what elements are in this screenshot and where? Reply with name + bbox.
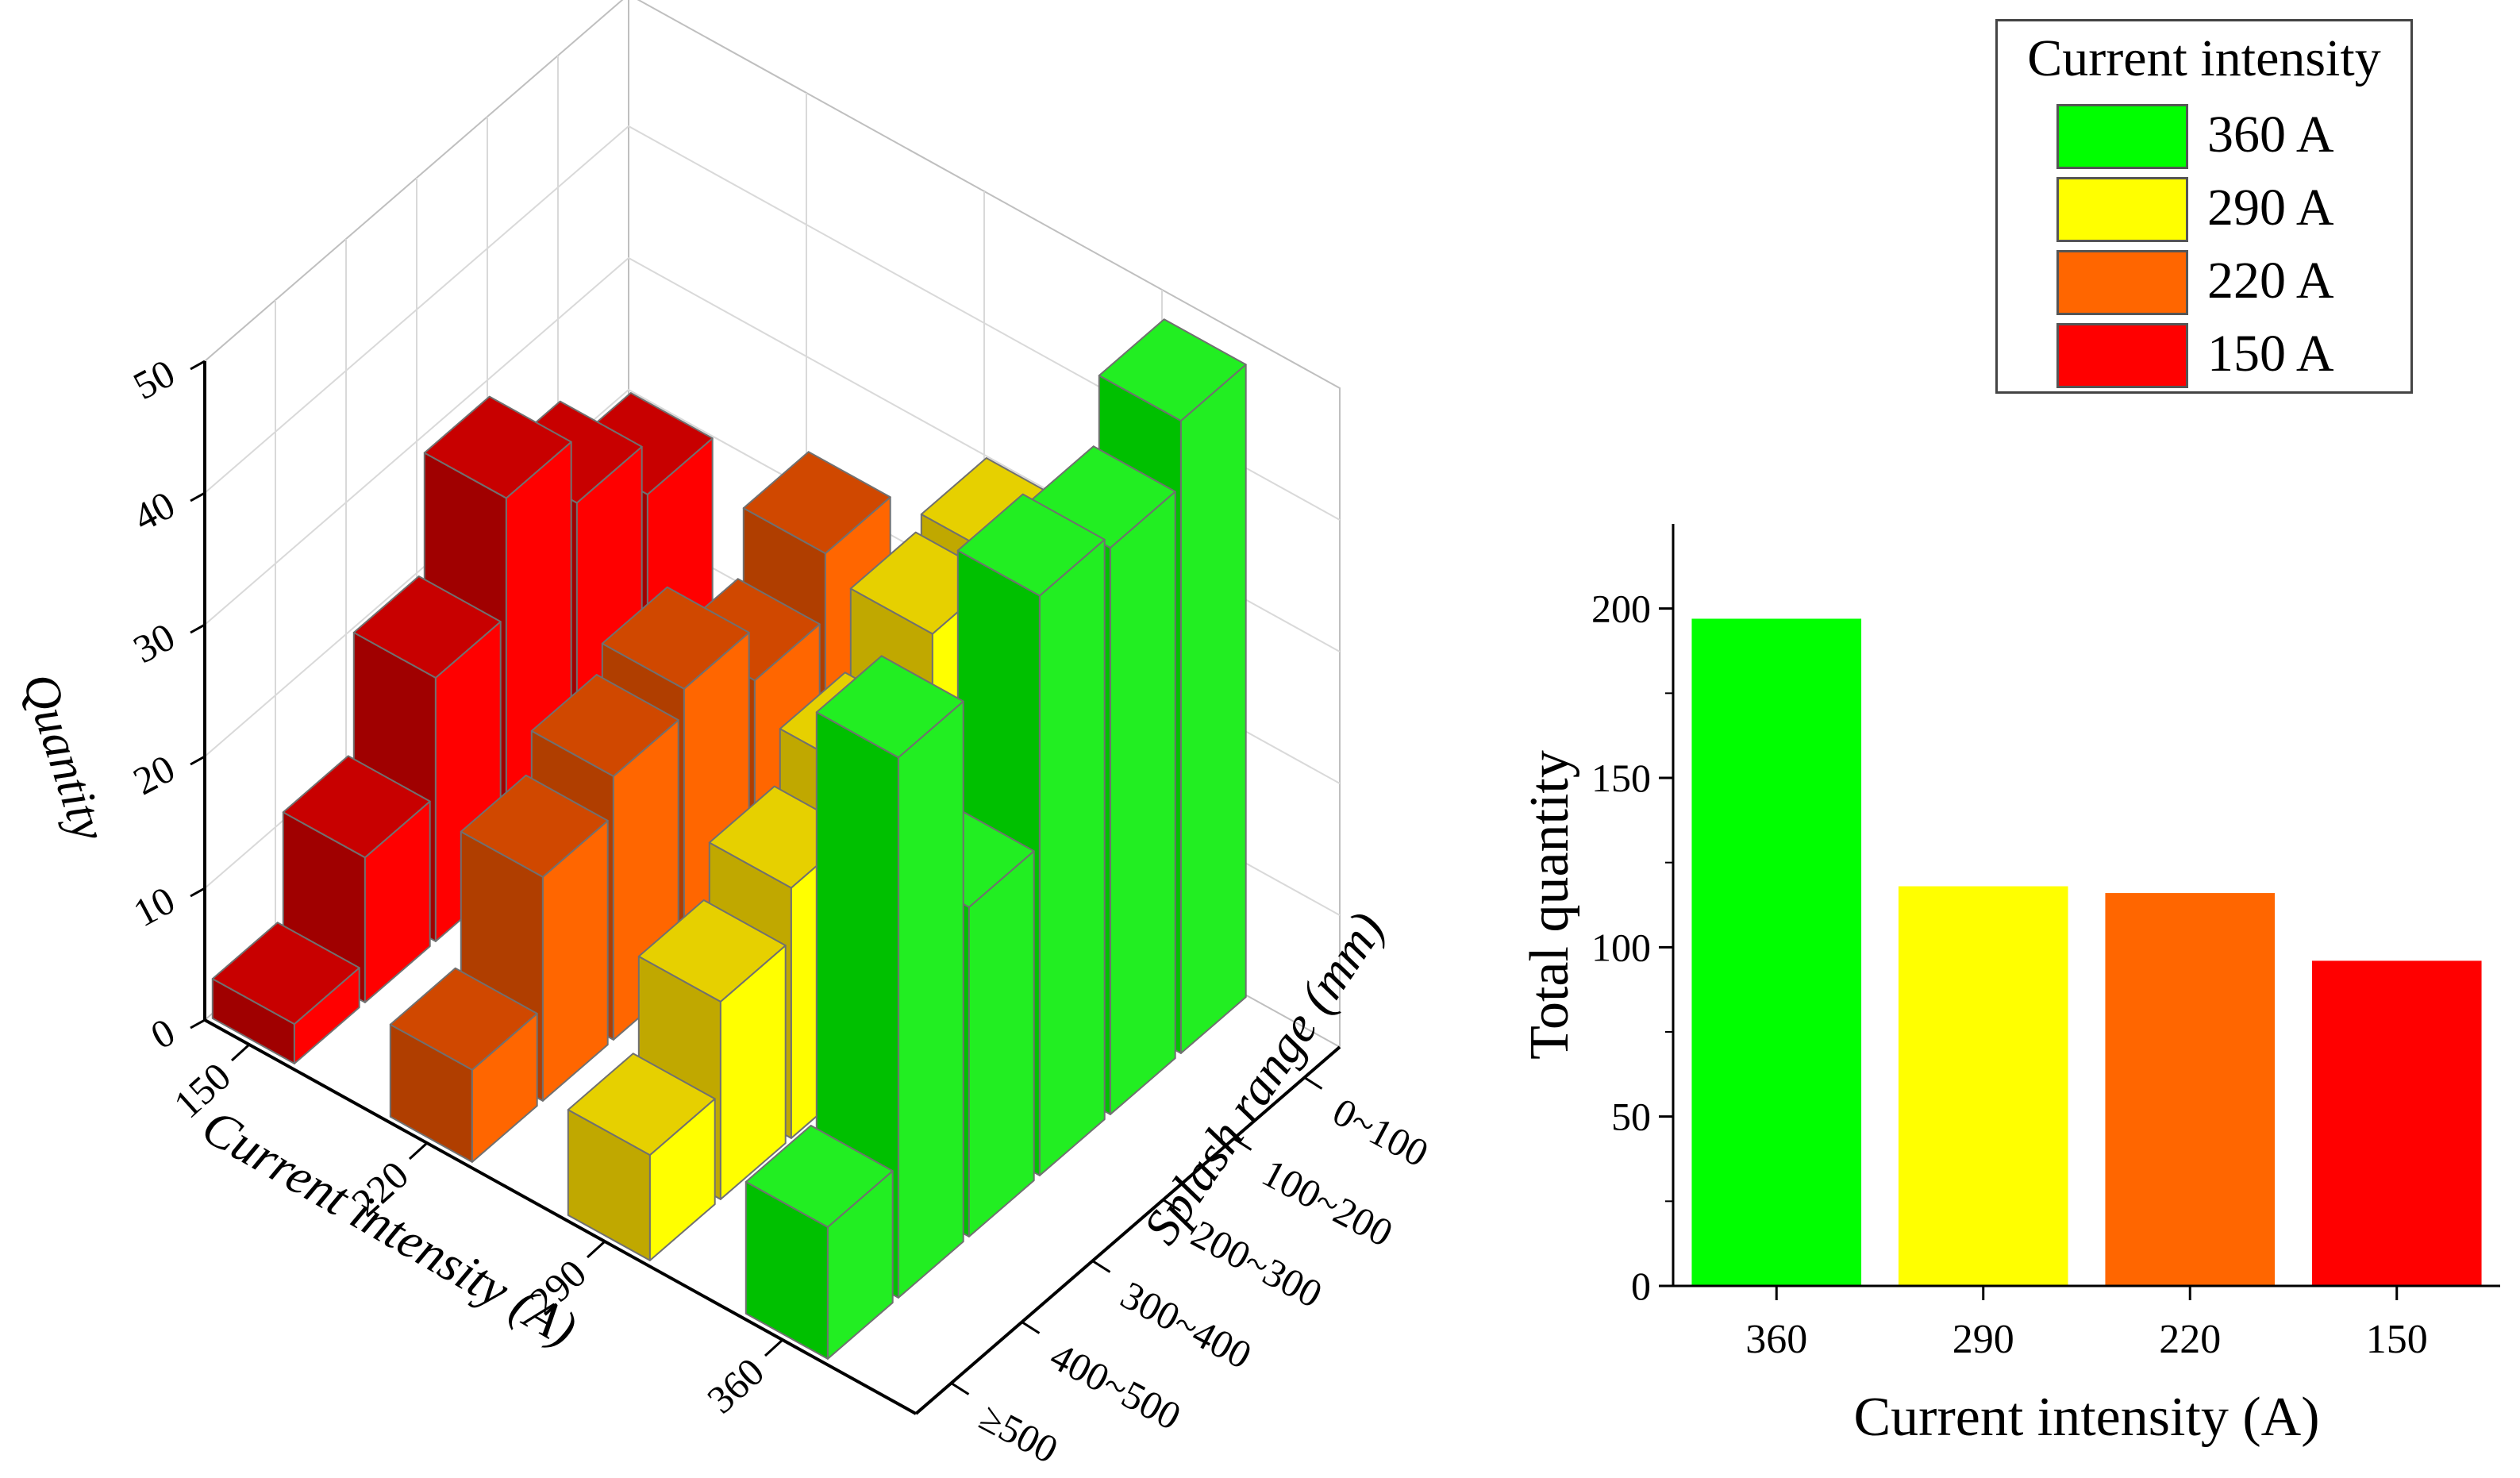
bar-3d-150-4 xyxy=(282,755,431,1003)
legend-swatch-150 xyxy=(2056,323,2188,388)
x-tick xyxy=(408,1141,429,1160)
y-tick xyxy=(1021,1321,1041,1334)
x-tick-label: 360 xyxy=(1745,1317,1807,1362)
y-tick-label: 200 xyxy=(1591,587,1651,631)
legend-entry-150: 150 A xyxy=(2056,323,2398,390)
legend-swatch-290 xyxy=(2056,177,2188,242)
bar-3d-top xyxy=(567,1053,716,1157)
bar-3d-top xyxy=(389,967,538,1071)
z-tick xyxy=(190,360,206,371)
y-tick-label: 0 xyxy=(1631,1264,1651,1308)
legend-entry-220: 220 A xyxy=(2056,250,2398,317)
legend-label-360: 360 A xyxy=(2207,106,2334,164)
bars-3d xyxy=(211,318,1247,1360)
chart-2d-area: 360 290 220 150 0 50 100 150 200 Total quantity Cu… xyxy=(1519,524,2500,1448)
y-tick-label: 150 xyxy=(1591,756,1651,800)
bar-3d-top xyxy=(352,575,502,679)
z-tick xyxy=(190,755,206,766)
legend-label-150: 150 A xyxy=(2207,325,2334,383)
legend-label-290: 290 A xyxy=(2207,179,2334,237)
bar-3d-top xyxy=(282,755,431,859)
bar-3d-top xyxy=(1098,318,1247,422)
bar-3d-top xyxy=(637,899,787,1003)
legend-swatch-220 xyxy=(2056,250,2188,315)
bar-3d-top xyxy=(601,586,750,690)
bar-total-220 xyxy=(2105,893,2276,1286)
z-tick xyxy=(190,887,206,898)
bar-3d-top xyxy=(742,451,891,555)
x-tick-label: 220 xyxy=(2159,1317,2221,1362)
z-tick xyxy=(190,1018,206,1030)
bar-total-360 xyxy=(1691,618,1862,1286)
bar-total-150 xyxy=(2311,960,2482,1286)
legend-entry-290: 290 A xyxy=(2056,177,2398,244)
legend-title: Current intensity xyxy=(2027,29,2381,87)
x-axis xyxy=(204,1018,917,1415)
bar-3d-top xyxy=(423,395,572,499)
x-tick xyxy=(764,1338,784,1357)
x-tick-label: 290 xyxy=(1953,1317,2014,1362)
bar-3d-top xyxy=(530,674,679,777)
bar-3d-top xyxy=(815,655,964,759)
z-tick xyxy=(190,491,206,502)
y-tick-label: 50 xyxy=(1611,1095,1651,1139)
bar-3d-top xyxy=(956,493,1106,597)
bar-3d-150-5 xyxy=(211,922,360,1064)
bar-3d-220-5 xyxy=(389,967,538,1163)
legend: Current intensity 360 A 290 A 220 A 150 … xyxy=(1995,19,2413,394)
y-tick xyxy=(1162,1199,1182,1212)
bar-total-290 xyxy=(1898,886,2068,1286)
y-tick xyxy=(1233,1137,1252,1151)
x-axis-title: Current intensity (A) xyxy=(1853,1387,2319,1448)
x-tick-label: 150 xyxy=(2366,1317,2428,1362)
x-tick xyxy=(586,1240,606,1259)
legend-label-220: 220 A xyxy=(2207,252,2334,310)
y-axis-title: Total quantity xyxy=(1519,750,1580,1060)
legend-entry-360: 360 A xyxy=(2056,104,2398,171)
bar-3d-top xyxy=(744,1125,894,1228)
y-tick-label: 100 xyxy=(1591,925,1651,969)
y-tick xyxy=(950,1382,970,1395)
y-tick xyxy=(1303,1076,1323,1090)
legend-swatch-360 xyxy=(2056,104,2188,169)
bar-3d-top xyxy=(211,922,360,1026)
z-tick xyxy=(190,623,206,634)
x-tick xyxy=(230,1043,251,1062)
y-tick xyxy=(1091,1260,1111,1273)
bar-3d-360-5 xyxy=(744,1125,894,1360)
bar-3d-290-5 xyxy=(567,1053,716,1261)
bar-3d-top xyxy=(460,774,609,878)
y-axis xyxy=(914,1045,1341,1415)
